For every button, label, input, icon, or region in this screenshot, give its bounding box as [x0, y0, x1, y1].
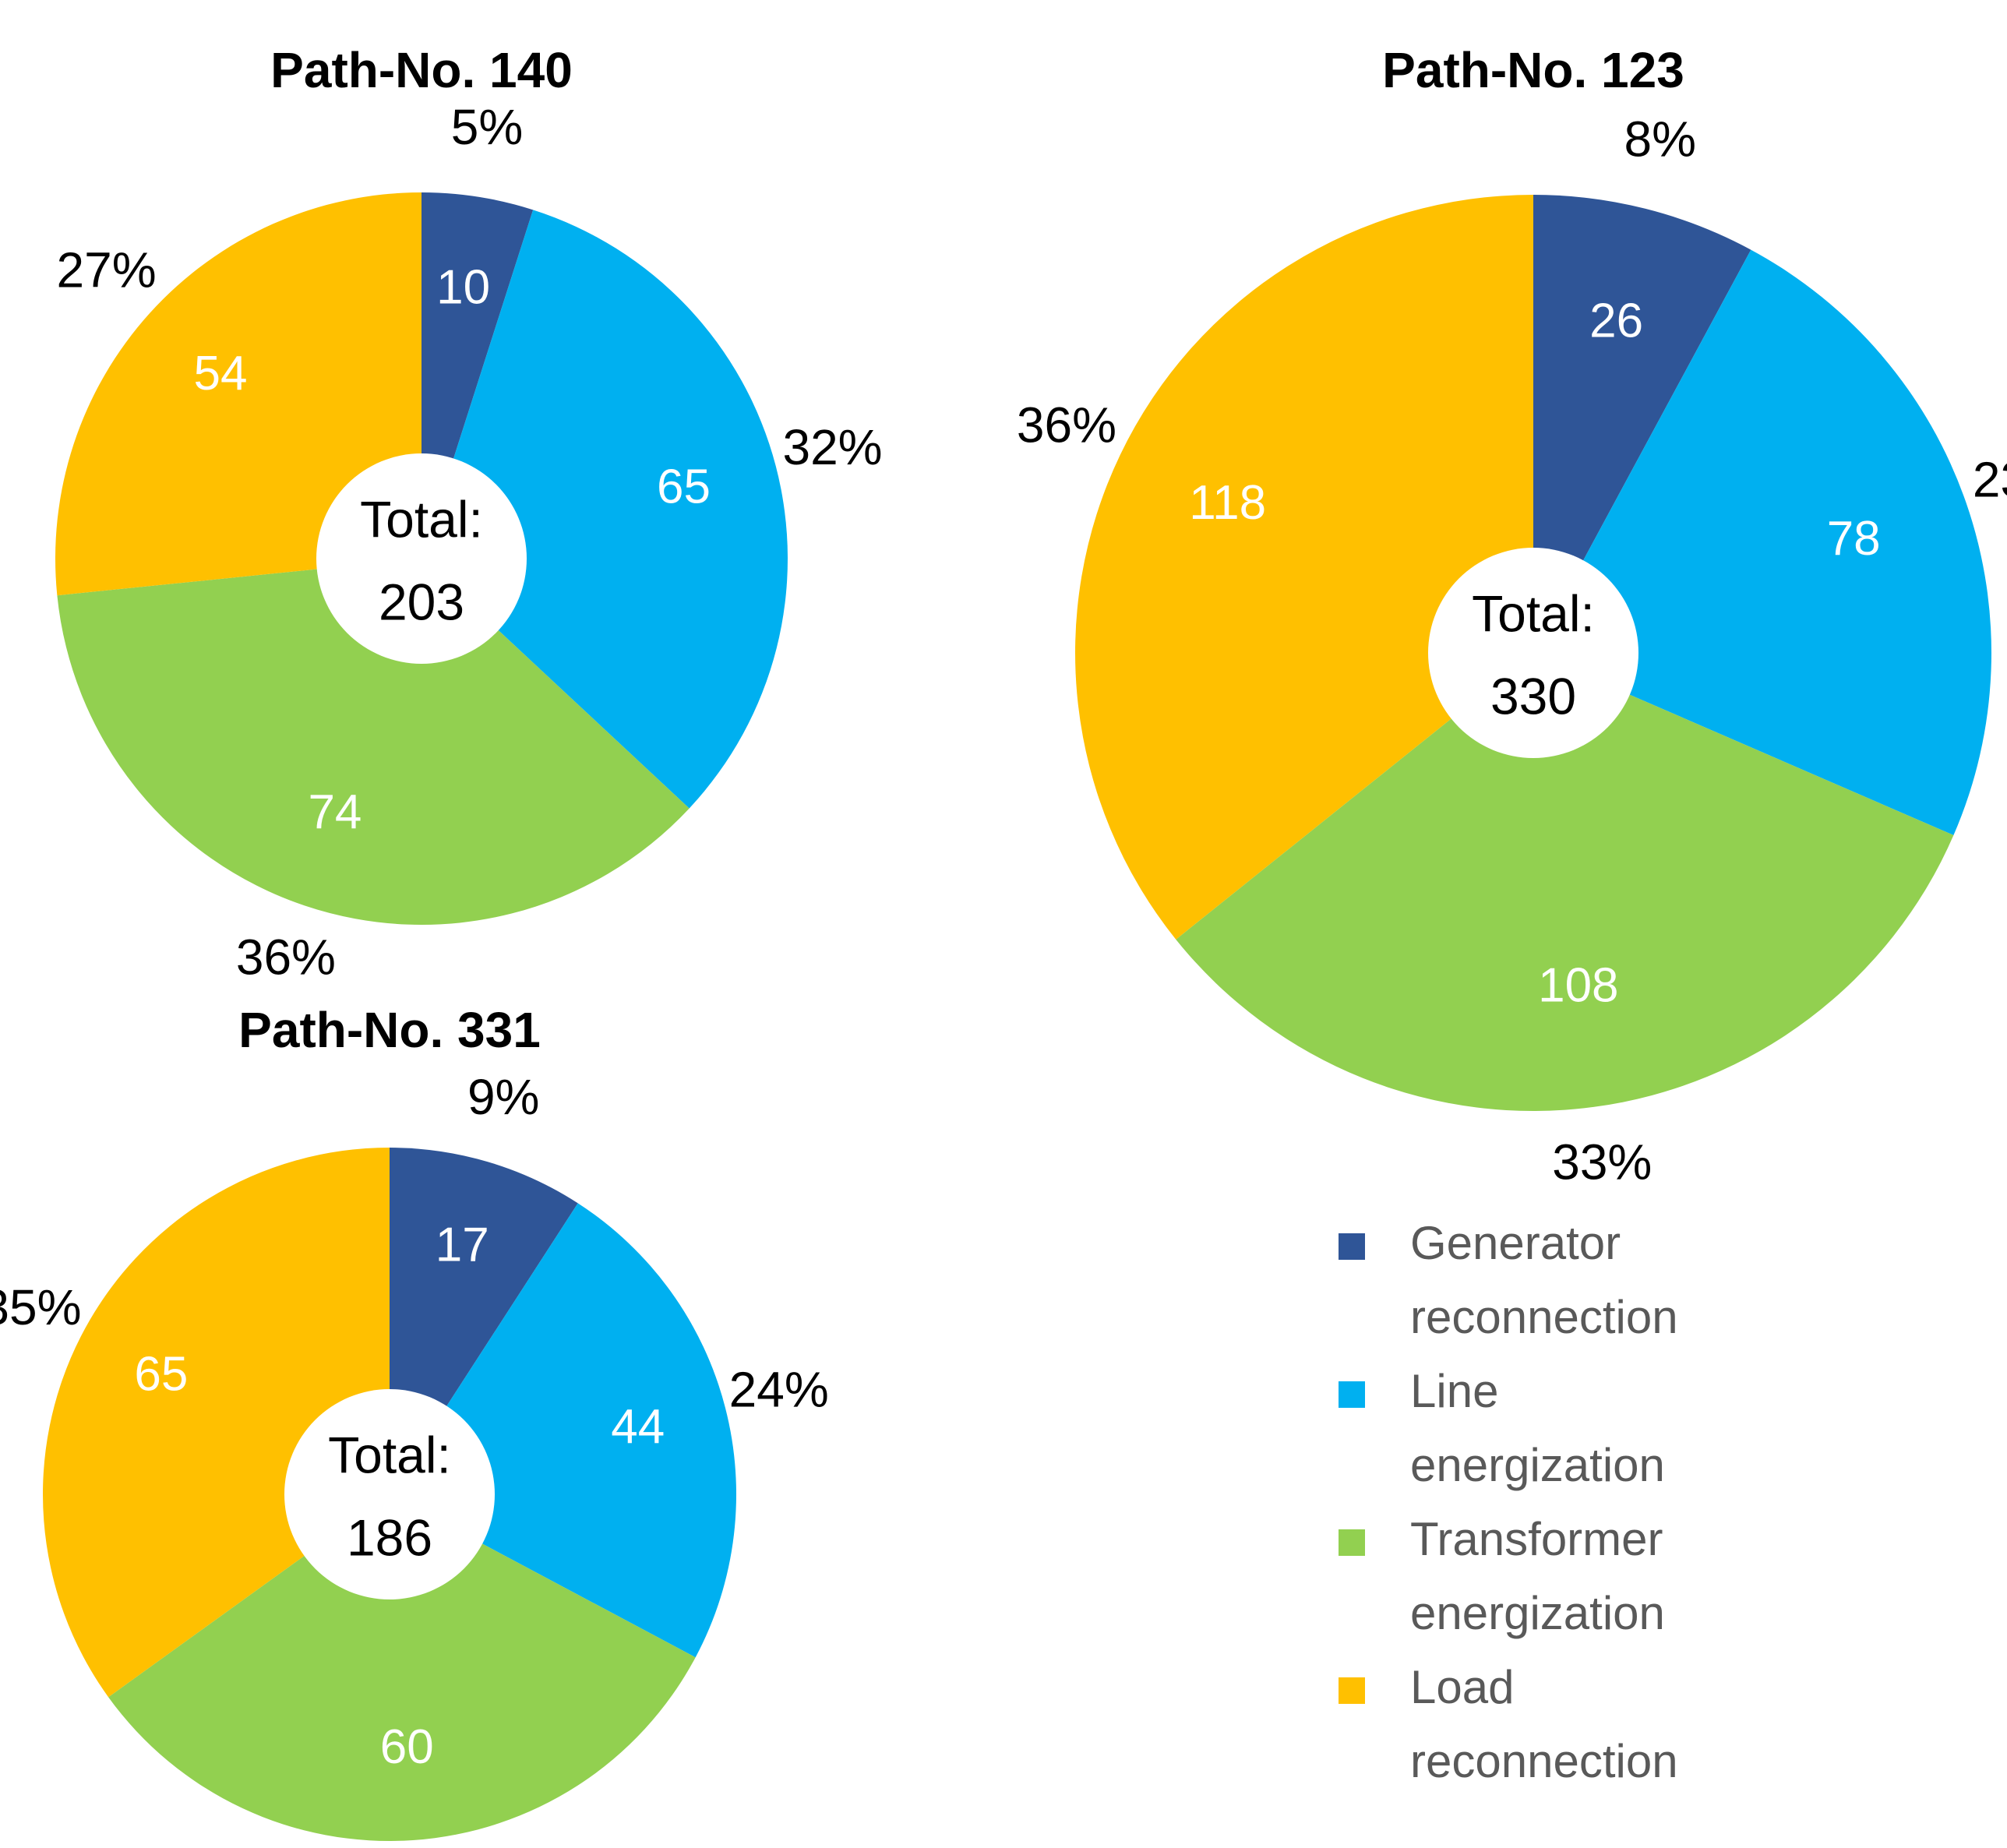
- value-label-line: 65: [657, 460, 711, 514]
- total-caption: Total:: [328, 1426, 451, 1483]
- percent-label-line: 24%: [729, 1362, 829, 1418]
- total-value: 330: [1490, 667, 1576, 725]
- legend-label-line1: Load: [1410, 1661, 1514, 1713]
- percent-label-generator: 8%: [1624, 111, 1697, 168]
- slice-load: [42, 1148, 390, 1698]
- legend-label-line2: energization: [1410, 1439, 1665, 1491]
- center-hole: [1428, 548, 1638, 758]
- legend-item-transformer: Transformer energization: [1339, 1513, 1665, 1639]
- total-value: 186: [347, 1508, 432, 1566]
- pie-chart-1: Path-No. 140 10 5% 65 32% 74 36% 54 27% Total: 203: [55, 42, 883, 986]
- slice-load: [1075, 195, 1533, 940]
- percent-label-generator: 5%: [451, 99, 524, 155]
- value-label-generator: 17: [436, 1218, 489, 1272]
- total-caption: Total:: [1472, 584, 1595, 642]
- center-hole: [316, 453, 527, 664]
- slice-line: [390, 1203, 736, 1658]
- chart-title: Path-No. 140: [270, 42, 573, 98]
- slice-load: [55, 192, 422, 596]
- legend-item-load: Load reconnection: [1339, 1661, 1678, 1787]
- value-label-load: 65: [134, 1347, 188, 1401]
- percent-label-line: 23%: [1973, 452, 2007, 508]
- center-hole: [284, 1389, 495, 1599]
- chart-title: Path-No. 123: [1382, 42, 1684, 98]
- percent-label-load: 27%: [57, 242, 157, 298]
- value-label-line: 78: [1827, 512, 1881, 566]
- legend-label-line1: Line: [1410, 1365, 1498, 1417]
- value-label-generator: 26: [1589, 294, 1643, 348]
- legend-swatch: [1339, 1381, 1365, 1408]
- legend-label-line1: Transformer: [1410, 1513, 1663, 1565]
- pie-chart-2: Path-No. 123 26 8% 78 23% 108 33% 118 36% Total: 3…: [1017, 42, 2007, 1190]
- percent-label-load: 36%: [1017, 397, 1116, 453]
- legend: GeneratorreconnectionLineenergizationTra…: [1339, 1217, 1678, 1787]
- percent-label-load: 35%: [0, 1279, 82, 1335]
- slice-transformer: [108, 1494, 696, 1841]
- value-label-line: 44: [611, 1400, 665, 1454]
- legend-swatch: [1339, 1233, 1365, 1260]
- legend-item-generator: Generator reconnection: [1339, 1217, 1678, 1343]
- value-label-generator: 10: [436, 261, 490, 315]
- percent-label-generator: 9%: [467, 1069, 540, 1125]
- total-caption: Total:: [360, 490, 483, 548]
- percent-label-transformer: 33%: [1552, 1134, 1652, 1190]
- value-label-transformer: 108: [1538, 959, 1618, 1013]
- chart-title: Path-No. 331: [238, 1002, 541, 1058]
- legend-label-line2: energization: [1410, 1587, 1665, 1639]
- value-label-load: 54: [194, 347, 248, 400]
- legend-label-line1: Generator: [1410, 1217, 1621, 1269]
- legend-label-line2: reconnection: [1410, 1735, 1678, 1787]
- legend-item-line: Line energization: [1339, 1365, 1665, 1491]
- total-value: 203: [379, 573, 464, 630]
- value-label-load: 118: [1189, 476, 1266, 530]
- legend-swatch: [1339, 1677, 1365, 1704]
- slice-line: [422, 210, 788, 809]
- charts-layer: Path-No. 140 10 5% 65 32% 74 36% 54 27% Total: 203…: [0, 42, 2007, 1841]
- legend-label-line2: reconnection: [1410, 1291, 1678, 1343]
- slice-line: [1533, 249, 1991, 836]
- slice-generator: [1533, 195, 1751, 653]
- slice-transformer: [1176, 653, 1954, 1112]
- slice-transformer: [57, 559, 690, 925]
- percent-label-line: 32%: [782, 419, 882, 475]
- legend-swatch: [1339, 1529, 1365, 1556]
- value-label-transformer: 60: [380, 1720, 434, 1774]
- value-label-transformer: 74: [308, 785, 362, 839]
- percent-label-transformer: 36%: [236, 929, 336, 986]
